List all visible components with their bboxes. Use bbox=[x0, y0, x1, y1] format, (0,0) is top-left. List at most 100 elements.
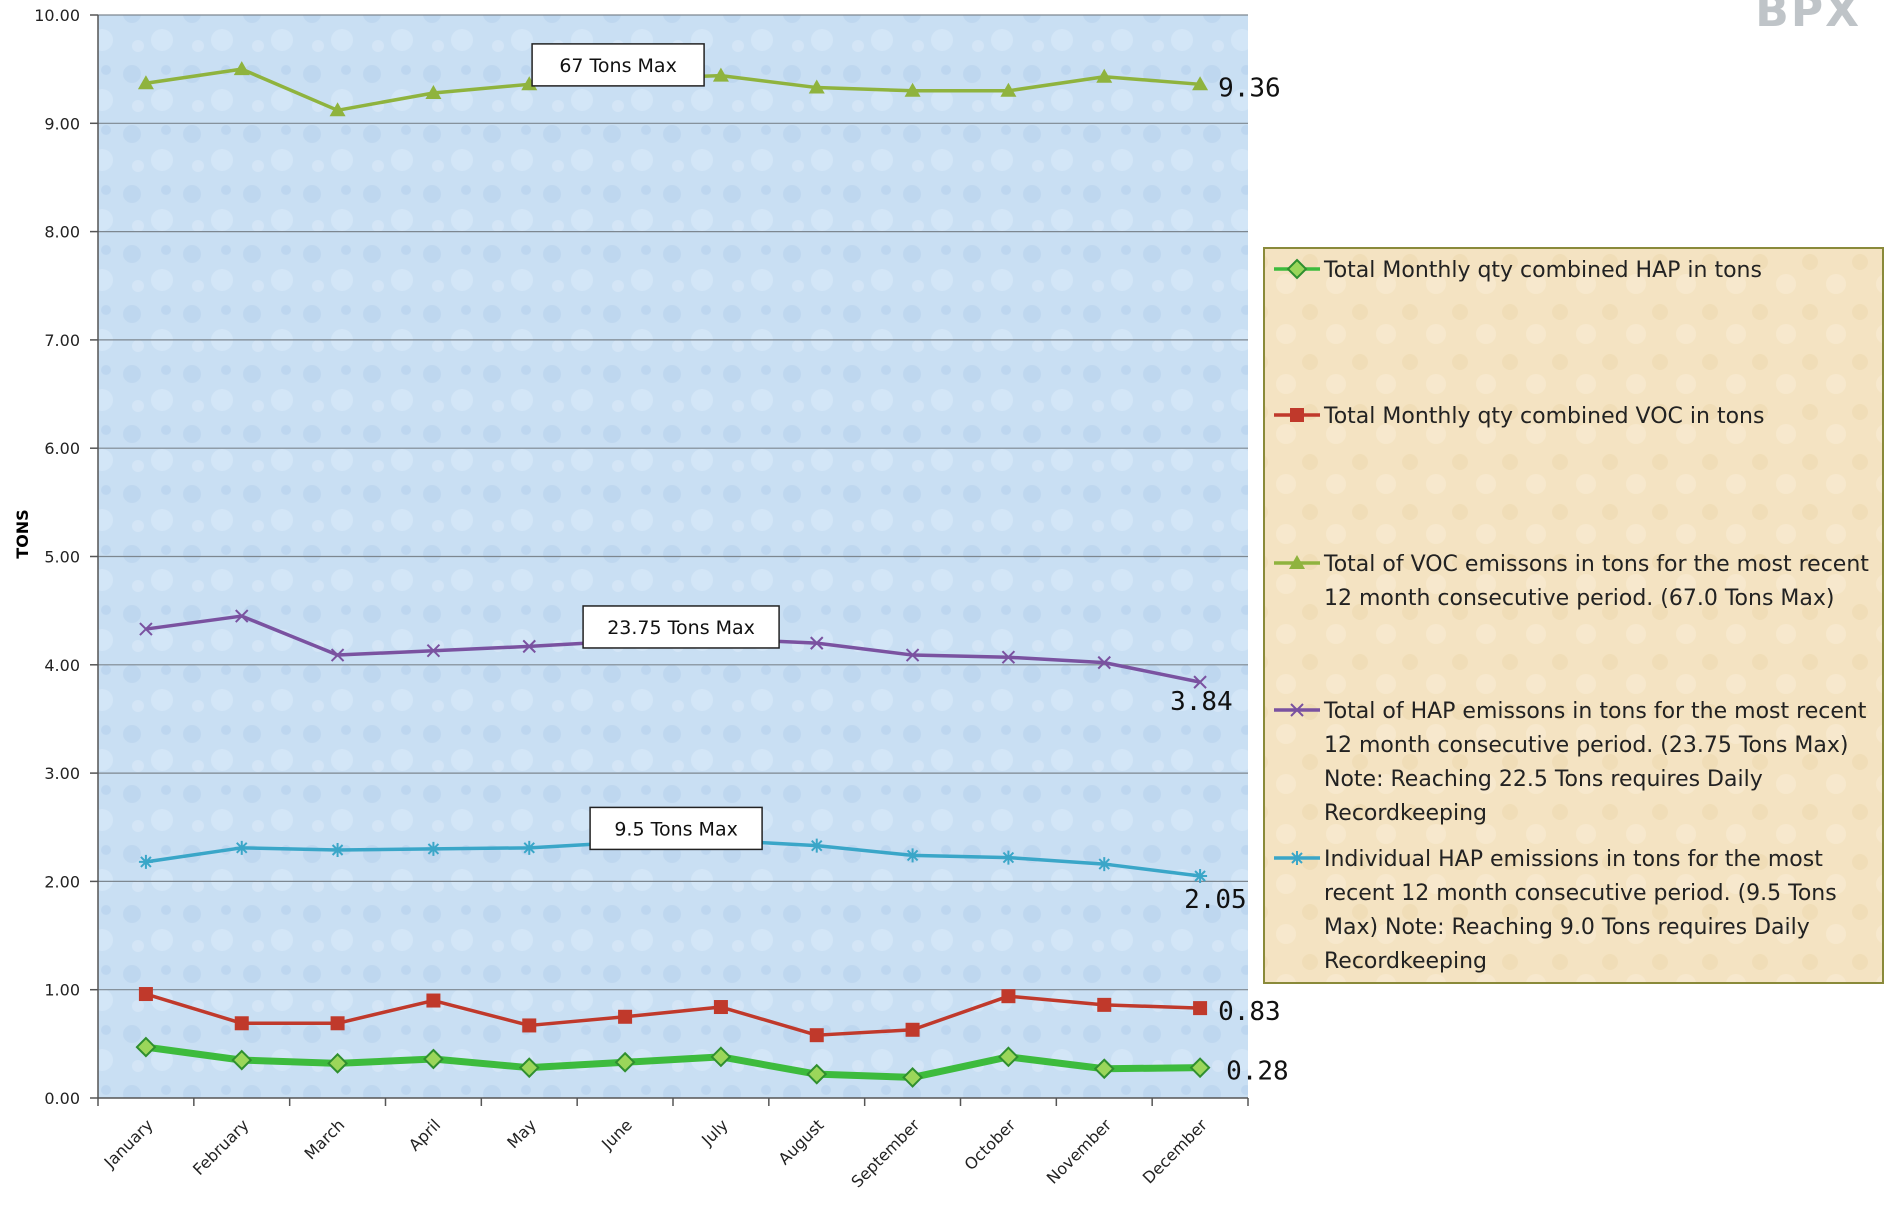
annotation-box: 67 Tons Max bbox=[531, 43, 705, 87]
x-tick-label: September bbox=[847, 1115, 923, 1191]
end-value-label: 2.05 bbox=[1184, 885, 1247, 915]
y-tick-label: 8.00 bbox=[44, 223, 80, 242]
annotation-box: 23.75 Tons Max bbox=[582, 605, 780, 649]
data-point bbox=[1001, 850, 1016, 865]
data-point bbox=[139, 622, 153, 636]
data-point bbox=[902, 1067, 923, 1088]
annotation-frame bbox=[531, 43, 705, 87]
y-tick-label: 1.00 bbox=[44, 981, 80, 1000]
data-point bbox=[1000, 82, 1017, 97]
y-tick-label: 3.00 bbox=[44, 764, 80, 783]
data-point bbox=[518, 1057, 540, 1079]
axes bbox=[90, 14, 1249, 1106]
legend-label: Total of HAP emissons in tons for the mo… bbox=[1323, 699, 1867, 724]
x-tick-label: March bbox=[300, 1115, 348, 1163]
gridlines bbox=[98, 14, 1248, 991]
x-tick-labels: January February March April May June July Augu… bbox=[100, 1115, 1211, 1191]
data-point bbox=[713, 1000, 728, 1015]
end-value-label: 0.83 bbox=[1218, 997, 1281, 1027]
x-tick-label: February bbox=[189, 1115, 253, 1179]
data-point bbox=[1193, 1001, 1208, 1016]
logo-fragment: BPX bbox=[1755, 0, 1861, 37]
data-point bbox=[806, 1063, 828, 1085]
data-point bbox=[1189, 1057, 1211, 1079]
data-point bbox=[330, 842, 345, 857]
legend-label: Individual HAP emissions in tons for the… bbox=[1324, 847, 1823, 872]
legend-entry: Individual HAP emissions in tons for the… bbox=[1274, 847, 1837, 974]
annotations: 67 Tons Max 23.75 Tons Max 9.5 Tons Max bbox=[531, 43, 780, 851]
legend-entry: Total Monthly qty combined HAP in tons bbox=[1274, 258, 1762, 283]
x-tick-label: December bbox=[1139, 1115, 1211, 1187]
data-point bbox=[423, 1048, 444, 1070]
y-tick-labels: 0.00 1.00 2.00 3.00 4.00 5.00 6.00 7.00 8.00 9.00… bbox=[34, 6, 80, 1108]
legend: Total Monthly qty combined HAP in tons To… bbox=[1263, 247, 1884, 984]
x-tick-label: May bbox=[503, 1115, 540, 1152]
end-value-label: 9.36 bbox=[1218, 73, 1281, 103]
data-point bbox=[234, 1016, 249, 1031]
legend-entry: Total of VOC emissons in tons for the mo… bbox=[1274, 552, 1869, 611]
data-point bbox=[1097, 857, 1112, 872]
legend-entry: Total of HAP emissons in tons for the mo… bbox=[1274, 699, 1867, 826]
legend-label: Total Monthly qty combined HAP in tons bbox=[1323, 258, 1762, 283]
data-point bbox=[521, 76, 538, 91]
data-point bbox=[330, 648, 345, 662]
data-point bbox=[1097, 655, 1111, 670]
data-point bbox=[905, 648, 920, 662]
data-point bbox=[904, 82, 921, 97]
data-point bbox=[710, 1046, 732, 1068]
annotation-label: 23.75 Tons Max bbox=[607, 617, 755, 639]
data-point bbox=[522, 840, 537, 855]
data-point bbox=[329, 102, 346, 117]
y-tick-label: 5.00 bbox=[44, 548, 80, 567]
x-tick-label: August bbox=[775, 1115, 828, 1168]
data-point bbox=[426, 644, 441, 658]
series-line bbox=[145, 992, 1201, 1037]
data-point bbox=[138, 854, 153, 869]
end-value-label: 3.84 bbox=[1170, 687, 1233, 717]
data-point bbox=[138, 987, 153, 1002]
y-axis-label: TONS bbox=[13, 509, 32, 558]
data-point bbox=[522, 639, 536, 654]
legend-label: recent 12 month consecutive period. (9.5… bbox=[1324, 881, 1837, 906]
data-point bbox=[905, 1022, 920, 1037]
annotation-frame bbox=[589, 806, 763, 851]
data-point bbox=[905, 848, 920, 863]
legend-swatch-marker bbox=[1290, 851, 1304, 865]
data-point bbox=[614, 1051, 636, 1073]
legend-swatch-marker bbox=[1290, 703, 1304, 717]
annotation-label: 9.5 Tons Max bbox=[614, 818, 738, 840]
data-point bbox=[810, 636, 824, 650]
legend-label: Note: Reaching 22.5 Tons requires Daily bbox=[1324, 767, 1763, 792]
data-point bbox=[809, 838, 824, 853]
data-point bbox=[327, 1052, 348, 1074]
data-point bbox=[426, 841, 441, 856]
data-point bbox=[330, 1016, 345, 1031]
data-point bbox=[809, 1028, 824, 1043]
data-point bbox=[231, 1049, 253, 1071]
legend-label: Max) Note: Reaching 9.0 Tons requires Da… bbox=[1324, 915, 1810, 940]
data-point bbox=[1001, 650, 1016, 664]
data-point bbox=[618, 1009, 633, 1024]
data-point bbox=[808, 79, 825, 94]
legend-label: Total of VOC emissons in tons for the mo… bbox=[1323, 552, 1869, 577]
legend-box bbox=[1263, 247, 1884, 984]
x-tick-label: April bbox=[405, 1115, 444, 1154]
y-tick-label: 7.00 bbox=[44, 331, 80, 350]
data-point bbox=[1001, 989, 1016, 1004]
data-point bbox=[1093, 1058, 1115, 1080]
end-value-label: 0.28 bbox=[1226, 1057, 1289, 1087]
series-1 bbox=[138, 987, 1208, 1043]
legend-entry: Total Monthly qty combined VOC in tons bbox=[1274, 404, 1764, 429]
y-tick-label: 4.00 bbox=[44, 656, 80, 675]
data-point bbox=[135, 1036, 157, 1058]
data-point bbox=[233, 61, 250, 76]
data-point bbox=[1096, 68, 1113, 83]
data-point bbox=[1193, 675, 1207, 689]
y-tick-label: 2.00 bbox=[44, 872, 80, 891]
y-tick-label: 6.00 bbox=[44, 439, 80, 458]
y-tick-label: 9.00 bbox=[44, 114, 80, 133]
data-point bbox=[234, 840, 249, 855]
x-tick-label: June bbox=[597, 1115, 636, 1154]
legend-label: Recordkeeping bbox=[1324, 801, 1487, 826]
